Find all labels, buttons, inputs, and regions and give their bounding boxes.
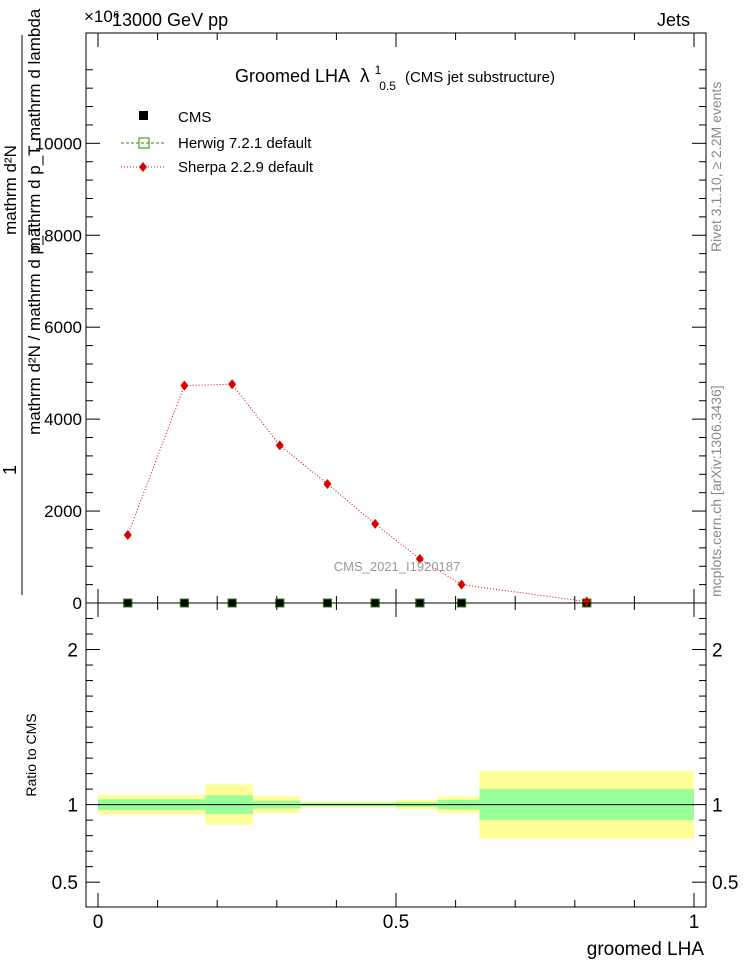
- title-symbol: λ: [360, 66, 370, 87]
- main-y-tick-label: 0: [73, 594, 82, 613]
- y-label-top-denominator: mathrm d p_T mathrm d lambda: [25, 8, 44, 251]
- legend-marker-cms: [139, 111, 148, 120]
- main-y-tick-label: 8000: [44, 226, 82, 245]
- side-text-bottom-wrap: mcplots.cern.ch [arXiv:1306.3436]: [708, 385, 728, 617]
- main-y-tick-label: 2000: [44, 502, 82, 521]
- y-label-top-numerator: mathrm d²N: [1, 145, 20, 235]
- ratio-x-tick-label: 0.5: [383, 912, 409, 933]
- sherpa-point: [228, 379, 237, 390]
- header-right: Jets: [657, 10, 690, 30]
- main-title: Groomed LHA λ 1 0.5 (CMS jet substructur…: [235, 58, 555, 94]
- y-label-numerator: 1: [0, 465, 20, 475]
- legend: CMS Herwig 7.2.1 default Sherpa 2.2.9 de…: [121, 109, 314, 176]
- legend-label-cms: CMS: [178, 109, 211, 126]
- sherpa-point: [180, 380, 189, 391]
- ratio-y-tick-label-right: 0.5: [712, 873, 738, 894]
- ratio-bands: [98, 770, 694, 839]
- sherpa-point: [371, 518, 380, 529]
- side-text-bottom: mcplots.cern.ch [arXiv:1306.3436]: [708, 385, 724, 597]
- ratio-y-tick-label: 1: [67, 796, 78, 817]
- title-suffix: (CMS jet substructure): [405, 69, 555, 86]
- ratio-y-label: Ratio to CMS: [23, 713, 39, 796]
- legend-label-herwig: Herwig 7.2.1 default: [178, 135, 312, 152]
- legend-label-sherpa: Sherpa 2.2.9 default: [178, 159, 314, 176]
- ratio-plot-frame: [85, 602, 707, 908]
- title-text: Groomed LHA: [235, 66, 350, 86]
- y-label-denominator: mathrm d²N / mathrm d p_T: [25, 225, 44, 435]
- main-y-tick-label: 6000: [44, 318, 82, 337]
- header-left: 13000 GeV pp: [112, 10, 228, 30]
- sherpa-point: [123, 529, 132, 540]
- analysis-watermark: CMS_2021_I1920187: [334, 559, 461, 574]
- x-axis-label: groomed LHA: [587, 939, 705, 960]
- sherpa-point: [582, 596, 591, 607]
- main-y-label: 1 mathrm d²N / mathrm d p_T mathrm d²N m…: [0, 8, 44, 595]
- legend-marker-herwig: [138, 137, 150, 149]
- main-axis-ticks: 0 2000 4000 6000 8000 10000: [35, 33, 706, 613]
- ratio-x-tick-label: 0: [93, 912, 104, 933]
- y-exponent: ×10⁶: [84, 7, 120, 26]
- ratio-y-tick-label-right: 1: [712, 796, 723, 817]
- sherpa-point: [415, 553, 424, 564]
- sherpa-point: [275, 440, 284, 451]
- title-sub: 0.5: [379, 79, 396, 93]
- side-text-top-wrap: Rivet 3.1.10, ≥ 2.2M events: [708, 82, 728, 272]
- title-sup: 1: [375, 63, 382, 77]
- sherpa-point: [323, 478, 332, 489]
- side-text-top: Rivet 3.1.10, ≥ 2.2M events: [708, 81, 724, 252]
- ratio-y-tick-label-right: 2: [712, 641, 723, 662]
- sherpa-point: [457, 579, 466, 590]
- main-y-tick-label: 10000: [35, 134, 82, 153]
- ratio-axis-ticks: 0.5 0.5 1 1 2 2 0 0.5 1: [52, 603, 738, 933]
- main-y-tick-label: 4000: [44, 410, 82, 429]
- ratio-x-tick-label: 1: [689, 912, 700, 933]
- ratio-y-tick-label: 0.5: [52, 873, 78, 894]
- legend-marker-sherpa: [139, 162, 147, 172]
- ratio-y-tick-label: 2: [67, 641, 78, 662]
